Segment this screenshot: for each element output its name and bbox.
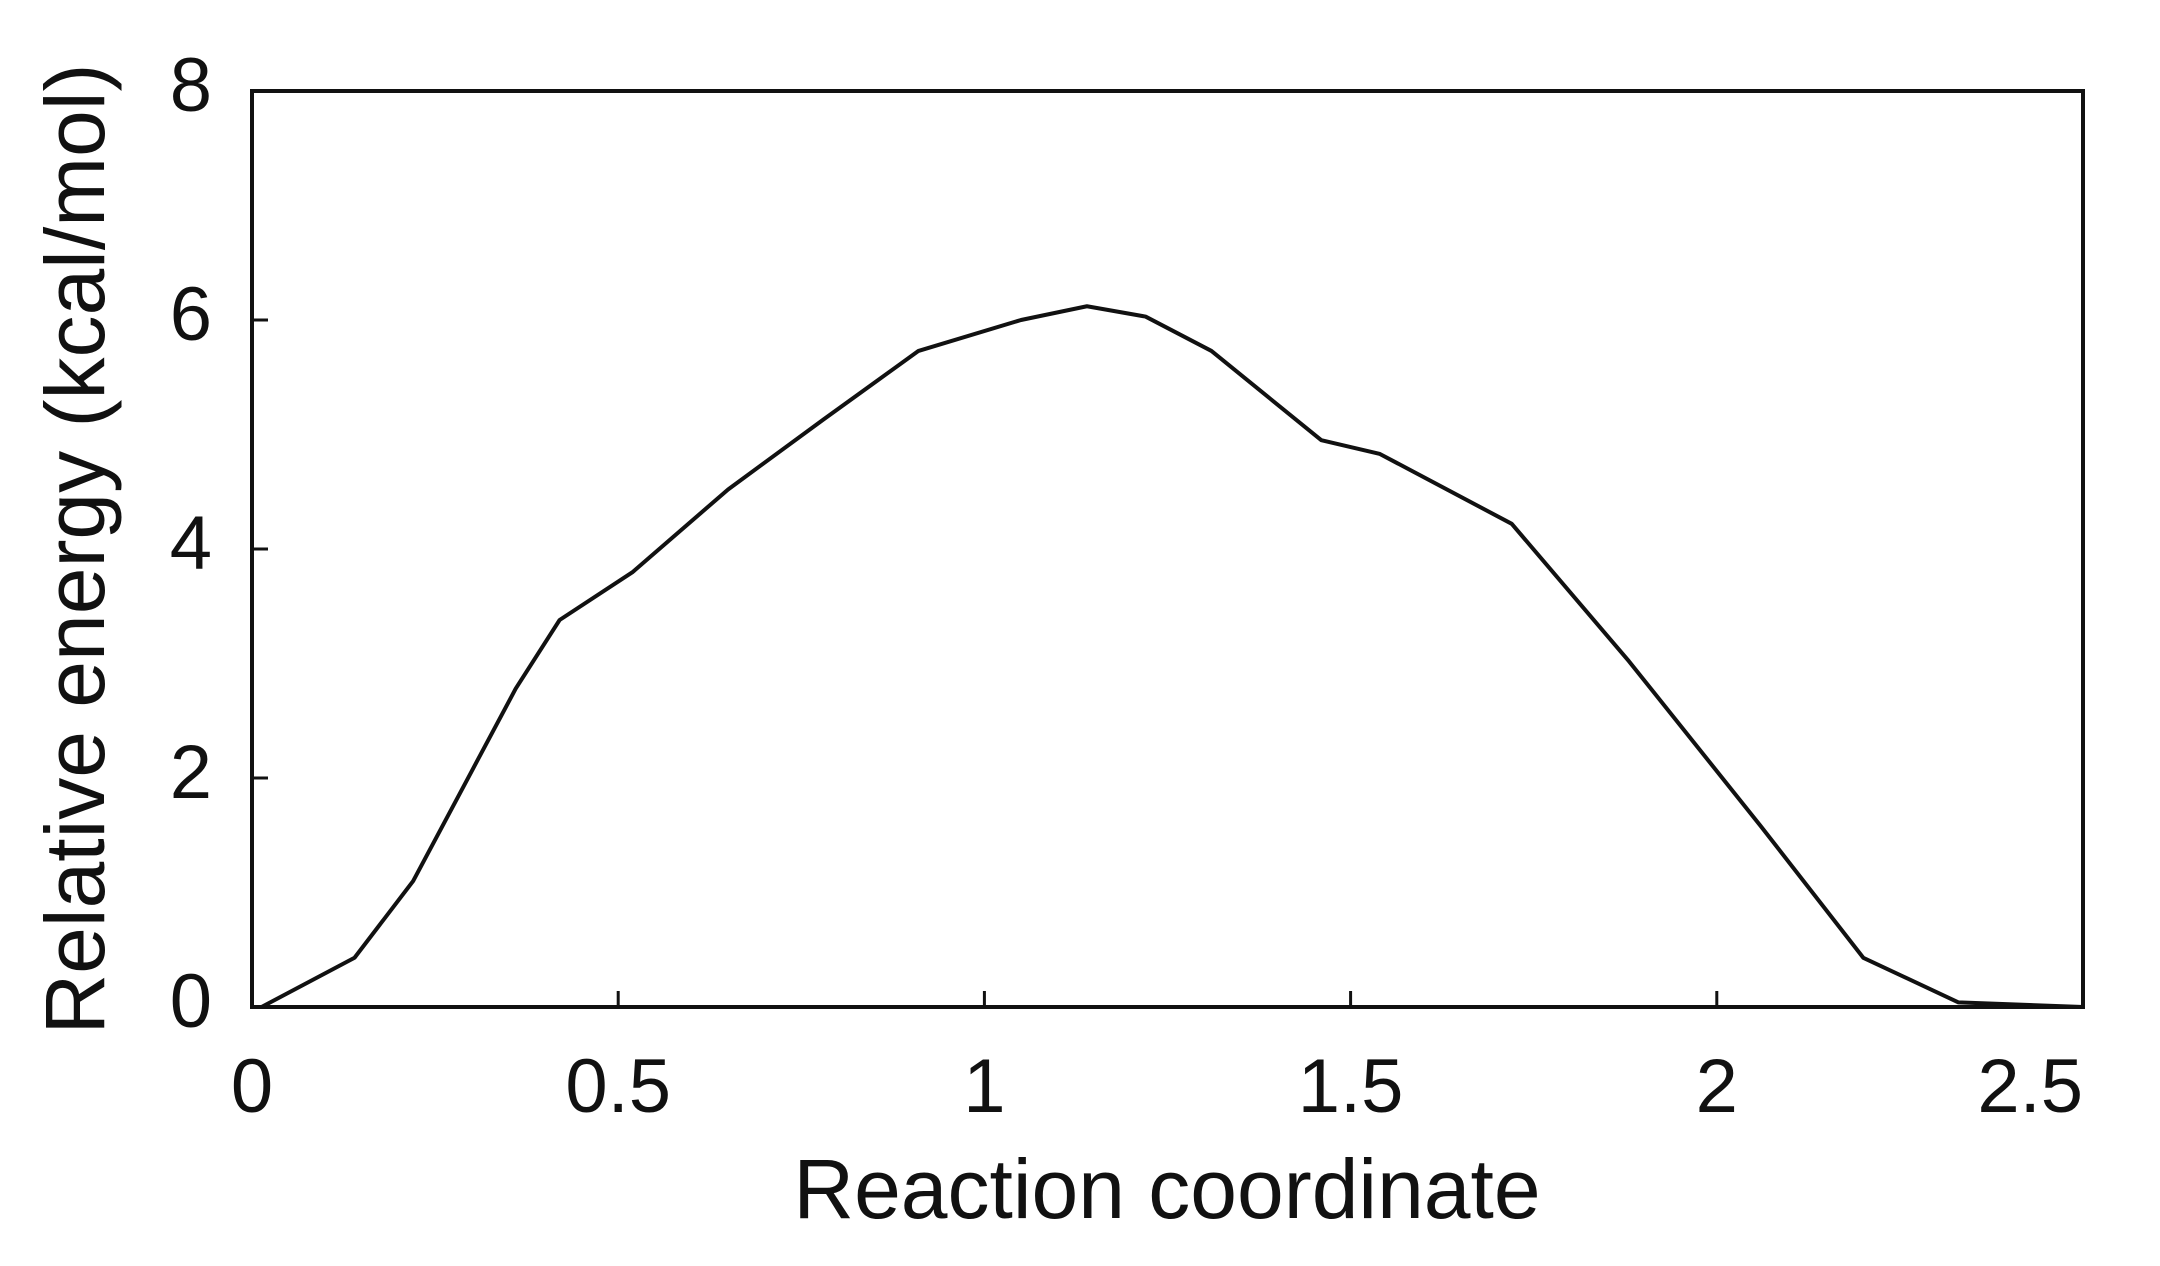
x-axis-label: Reaction coordinate [793,1142,1540,1236]
plot-frame [250,89,2085,1009]
y-tick-label: 6 [170,272,212,357]
x-tick-label: 0.5 [565,1044,671,1129]
x-tick-label: 1.5 [1298,1044,1404,1129]
y-tick-label: 8 [170,43,212,128]
y-tick-label: 4 [170,501,212,586]
y-tick-label: 0 [170,959,212,1044]
y-axis-label: Relative energy (kcal/mol) [28,63,122,1034]
x-tick-label: 0 [231,1044,273,1129]
x-tick-label: 1 [963,1044,1005,1129]
x-tick-label: 2 [1696,1044,1738,1129]
x-tick-label: 2.5 [1977,1044,2083,1129]
y-tick-label: 2 [170,730,212,815]
line [260,304,2084,1009]
